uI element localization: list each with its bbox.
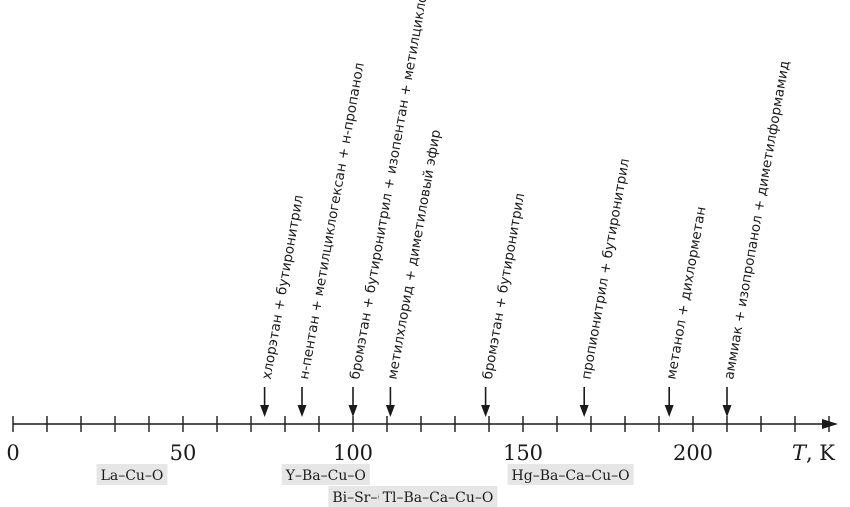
temperature-axis: 0 50 100 150 200 T, K xyxy=(6,416,838,465)
superconductor-name: Tl–Ba–Ca–Cu–O xyxy=(383,490,494,506)
coolant-marker: пропионитрил + бутиронитрил xyxy=(578,157,633,417)
coolant-label: бромэтан + бутиронитрил xyxy=(480,192,529,381)
coolant-label: аммиак + изопропанол + диметилформамид xyxy=(721,60,793,381)
axis-variable: T xyxy=(792,441,808,465)
arrow-down-icon xyxy=(297,405,307,417)
arrow-down-icon xyxy=(348,405,358,417)
superconductor-name: La–Cu–O xyxy=(101,468,164,484)
tick-label: 0 xyxy=(6,441,19,465)
label-background xyxy=(96,464,168,485)
arrow-down-icon xyxy=(481,405,491,417)
superconductor-name: Hg–Ba–Ca–Cu–O xyxy=(512,468,630,484)
arrow-down-icon xyxy=(579,405,589,417)
arrow-down-icon xyxy=(722,405,732,417)
coolant-marker: аммиак + изопропанол + диметилформамид xyxy=(721,60,793,417)
coolant-label: пропионитрил + бутиронитрил xyxy=(578,157,633,380)
tick-label: 50 xyxy=(170,441,197,465)
coolant-marker: метанол + дихлорметан xyxy=(663,205,710,417)
label-background xyxy=(507,464,634,485)
superconductor-label: Hg–Ba–Ca–Cu–O xyxy=(507,464,634,485)
arrow-down-icon xyxy=(664,405,674,417)
arrow-down-icon xyxy=(260,405,270,417)
coolant-marker: бромэтан + бутиронитрил xyxy=(480,192,529,417)
tick-label: 100 xyxy=(333,441,373,465)
label-background xyxy=(378,486,498,507)
label-background xyxy=(281,464,370,485)
tick-label: 200 xyxy=(673,441,713,465)
superconductor-label: La–Cu–O xyxy=(96,464,168,485)
superconductor-label: Y–Ba–Cu–O xyxy=(281,464,370,485)
tick-label: 150 xyxy=(503,441,543,465)
coolant-label: метанол + дихлорметан xyxy=(663,205,709,380)
axis-unit: , K xyxy=(806,441,835,465)
superconductor-name: Y–Ba–Cu–O xyxy=(285,468,366,484)
axis-arrowhead-icon xyxy=(822,419,838,429)
superconductor-labels: La–Cu–OY–Ba–Cu–OBi–Sr–Ca–Cu–OTl–Ba–Ca–Cu… xyxy=(96,464,634,507)
arrow-down-icon xyxy=(385,405,395,417)
superconductor-label: Tl–Ba–Ca–Cu–O xyxy=(378,486,498,507)
coolant-marker: хлорэтан + бутиронитрил xyxy=(259,194,307,417)
axis-title: T, K xyxy=(792,441,835,465)
